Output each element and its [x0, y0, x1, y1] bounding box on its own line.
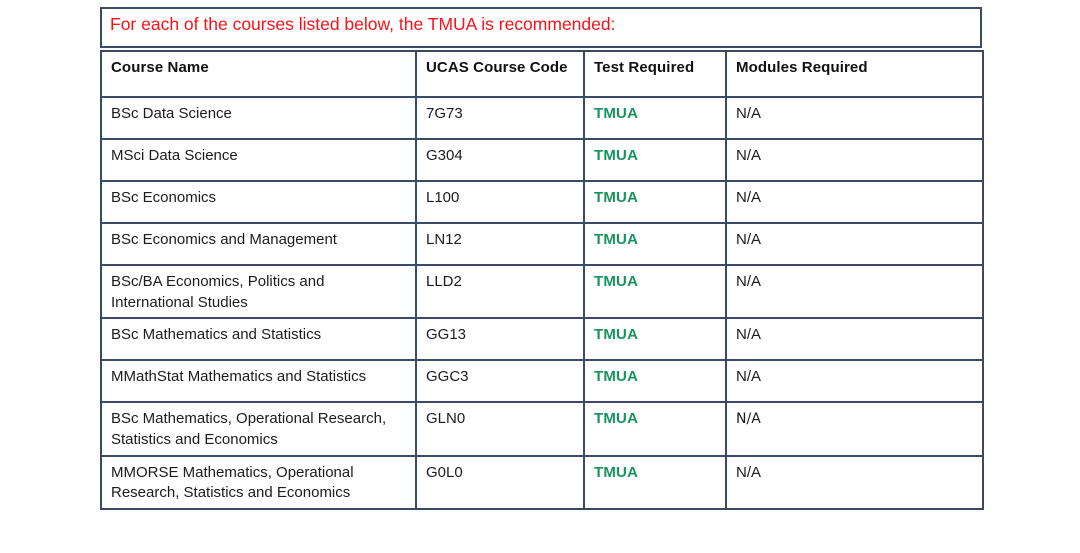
- modules-required-cell: N/A: [725, 180, 984, 224]
- table-row: BSc Mathematics, Operational Research, S…: [100, 401, 984, 457]
- table-header-row: Course Name UCAS Course Code Test Requir…: [100, 50, 984, 98]
- ucas-course-code-cell: LN12: [415, 222, 585, 266]
- caption-box: For each of the courses listed below, th…: [100, 7, 982, 48]
- ucas-course-code-cell: GG13: [415, 317, 585, 362]
- table-row: BSc Data Science 7G73 TMUA N/A: [100, 96, 984, 140]
- ucas-course-code-cell: GGC3: [415, 359, 585, 404]
- ucas-course-code-cell: L100: [415, 180, 585, 224]
- modules-required-cell: N/A: [725, 96, 984, 140]
- ucas-course-code-cell: G0L0: [415, 454, 585, 511]
- table-row: MMathStat Mathematics and Statistics GGC3…: [100, 359, 984, 404]
- col-header-course-name: Course Name: [100, 50, 417, 98]
- test-required-cell: TMUA: [583, 454, 727, 511]
- col-header-modules-required: Modules Required: [725, 50, 984, 98]
- col-header-ucas-course-code: UCAS Course Code: [415, 50, 585, 98]
- modules-required-cell: N/A: [725, 138, 984, 182]
- ucas-course-code-cell: G304: [415, 138, 585, 182]
- table-row: BSc Economics and Management LN12 TMUA N/A: [100, 222, 984, 266]
- test-required-cell: TMUA: [583, 317, 727, 362]
- modules-required-cell: N/A: [725, 401, 984, 457]
- courses-table: Course Name UCAS Course Code Test Requir…: [100, 50, 984, 511]
- caption-text: For each of the courses listed below, th…: [110, 14, 616, 34]
- modules-required-cell: N/A: [725, 359, 984, 404]
- test-required-cell: TMUA: [583, 96, 727, 140]
- course-name-cell: BSc/BA Economics, Politics and Internati…: [100, 263, 417, 320]
- table-row: MSci Data Science G304 TMUA N/A: [100, 138, 984, 182]
- modules-required-cell: N/A: [725, 317, 984, 362]
- test-required-cell: TMUA: [583, 222, 727, 266]
- course-name-cell: BSc Data Science: [100, 96, 417, 140]
- modules-required-cell: N/A: [725, 222, 984, 266]
- document-sheet: For each of the courses listed below, th…: [100, 7, 984, 511]
- modules-required-cell: N/A: [725, 454, 984, 511]
- course-name-cell: MMORSE Mathematics, Operational Research…: [100, 454, 417, 511]
- ucas-course-code-cell: GLN0: [415, 401, 585, 457]
- course-name-cell: BSc Mathematics, Operational Research, S…: [100, 401, 417, 457]
- table-row: BSc Economics L100 TMUA N/A: [100, 180, 984, 224]
- test-required-cell: TMUA: [583, 263, 727, 320]
- course-name-cell: BSc Economics and Management: [100, 222, 417, 266]
- ucas-course-code-cell: 7G73: [415, 96, 585, 140]
- col-header-test-required: Test Required: [583, 50, 727, 98]
- table-row: MMORSE Mathematics, Operational Research…: [100, 454, 984, 511]
- course-name-cell: MSci Data Science: [100, 138, 417, 182]
- course-name-cell: MMathStat Mathematics and Statistics: [100, 359, 417, 404]
- table-row: BSc Mathematics and Statistics GG13 TMUA N/…: [100, 317, 984, 362]
- table-row: BSc/BA Economics, Politics and Internati…: [100, 263, 984, 320]
- test-required-cell: TMUA: [583, 180, 727, 224]
- ucas-course-code-cell: LLD2: [415, 263, 585, 320]
- test-required-cell: TMUA: [583, 138, 727, 182]
- test-required-cell: TMUA: [583, 359, 727, 404]
- course-name-cell: BSc Mathematics and Statistics: [100, 317, 417, 362]
- course-name-cell: BSc Economics: [100, 180, 417, 224]
- test-required-cell: TMUA: [583, 401, 727, 457]
- modules-required-cell: N/A: [725, 263, 984, 320]
